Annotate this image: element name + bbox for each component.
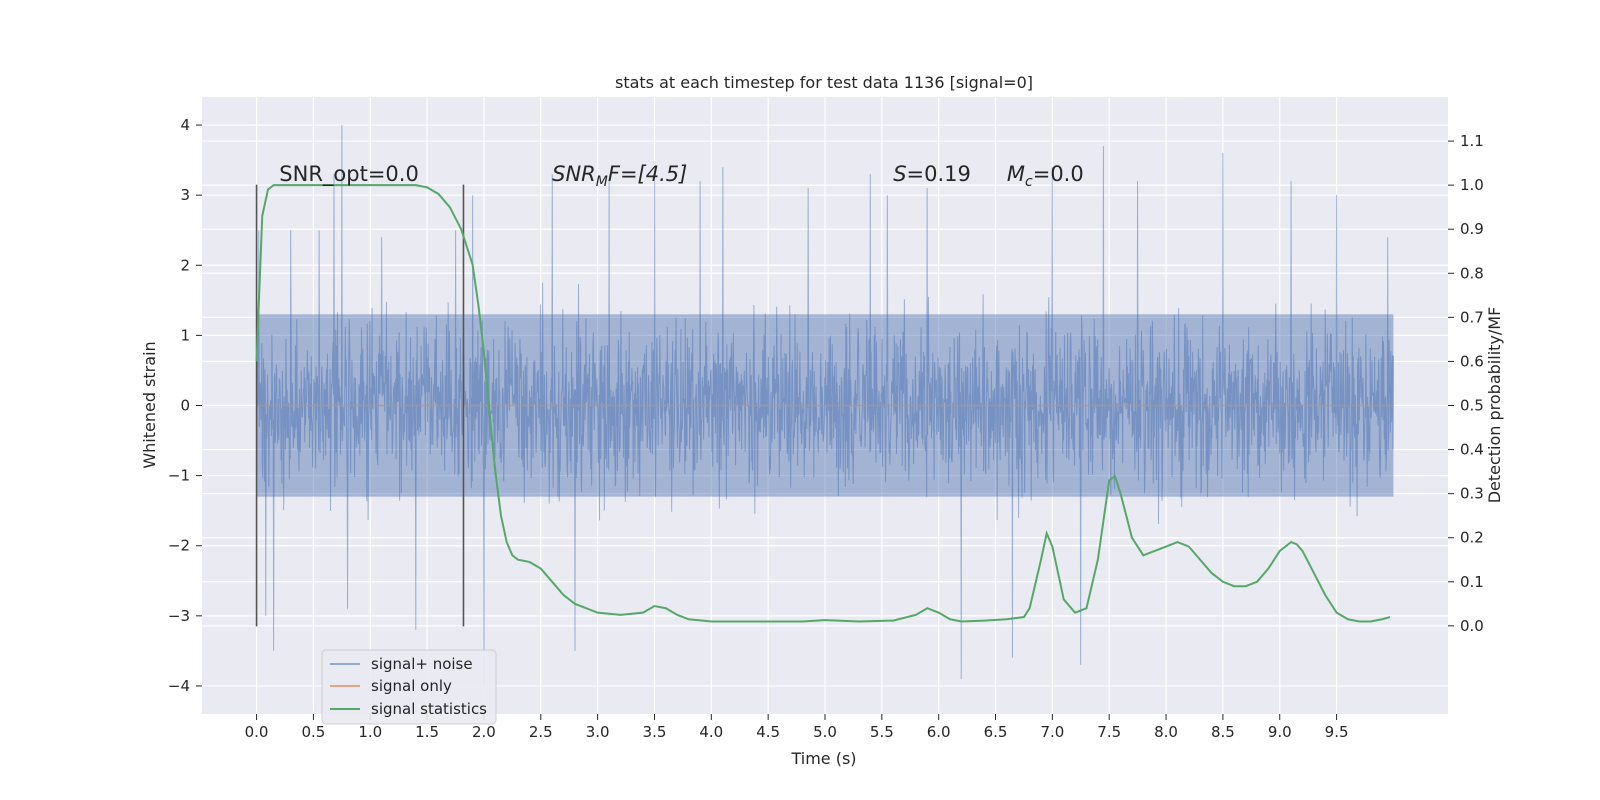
y2-tick-label: 0.0 [1460,617,1484,635]
y2-tick-label: 1.1 [1460,132,1484,150]
annotation-snr-opt: SNR_opt=0.0 [279,162,419,187]
x-tick-label: 2.5 [529,723,553,741]
y2-tick-label: 0.6 [1460,352,1484,370]
legend-label-stats: signal statistics [371,700,487,718]
y-tick-label: 3 [180,186,190,204]
ticks: 0.0 0.5 1.0 1.5 2.0 2.5 3.0 3.5 4.0 4.5 5.0 5.5 6.0 6… [168,116,1484,741]
x-tick-label: 8.0 [1154,723,1178,741]
legend: signal+ noise signal only signal statist… [321,649,497,725]
y2-tick-label: 0.5 [1460,397,1484,415]
x-tick-label: 3.0 [586,723,610,741]
x-tick-label: 8.5 [1211,723,1235,741]
y2-tick-label: 0.4 [1460,441,1484,459]
y2-tick-label: 0.2 [1460,529,1484,547]
x-tick-label: 3.5 [643,723,667,741]
y-tick-label: −1 [168,467,190,485]
x-tick-label: 0.0 [245,723,269,741]
y2-tick-label: 0.3 [1460,485,1484,503]
stats-series [255,184,1391,623]
x-tick-label: 7.0 [1040,723,1064,741]
legend-label-noise: signal+ noise [371,655,473,673]
x-tick-label: 5.0 [813,723,837,741]
y2-tick-label: 0.8 [1460,264,1484,282]
y-axis-label: Whitened strain [140,341,159,468]
x-tick-label: 0.5 [301,723,325,741]
x-tick-label: 1.5 [415,723,439,741]
chart-title: stats at each timestep for test data 113… [615,73,1033,92]
y-tick-label: 1 [180,326,190,344]
y2-tick-label: 0.9 [1460,220,1484,238]
signal-statistics-line [255,184,1391,623]
x-tick-label: 9.5 [1325,723,1349,741]
annotations: SNR_opt=0.0 SNRMF=[4.5] S=0.19 Mc=0.0 [279,162,1083,190]
x-tick-label: 7.5 [1097,723,1121,741]
y2-tick-label: 1.0 [1460,176,1484,194]
y2-tick-label: 0.7 [1460,308,1484,326]
legend-label-signal: signal only [371,677,452,695]
x-tick-label: 6.5 [984,723,1008,741]
x-tick-label: 1.0 [358,723,382,741]
y-tick-label: 2 [180,256,190,274]
x-tick-label: 4.5 [756,723,780,741]
x-tick-label: 6.0 [927,723,951,741]
y2-tick-label: 0.1 [1460,573,1484,591]
x-tick-label: 5.5 [870,723,894,741]
annotation-snr-mf: SNRMF=[4.5] [552,162,687,190]
y-tick-label: −2 [168,537,190,555]
y-tick-label: −4 [168,677,190,695]
annotation-mc: Mc=0.0 [1007,162,1084,190]
noise-trace [256,125,1394,686]
x-tick-label: 4.0 [699,723,723,741]
vlines [255,184,465,627]
y-tick-label: 0 [180,397,190,415]
legend-box [321,649,497,725]
x-tick-label: 9.0 [1268,723,1292,741]
x-axis-label: Time (s) [790,749,856,768]
y-tick-label: 4 [180,116,190,134]
y-tick-label: −3 [168,607,190,625]
x-tick-label: 2.0 [472,723,496,741]
y2-axis-label: Detection probability/MF [1485,307,1504,504]
annotation-s: S=0.19 [893,162,971,186]
